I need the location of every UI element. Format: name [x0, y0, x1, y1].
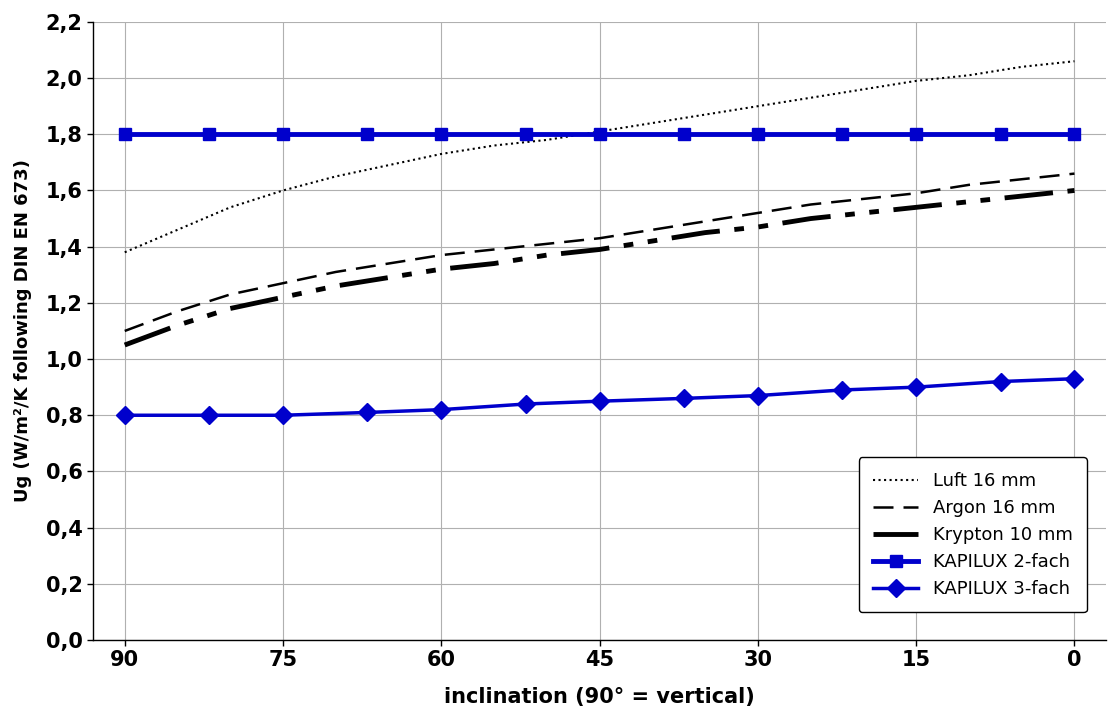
KAPILUX 2-fach [203, 130, 216, 138]
Krypton 10 mm [1067, 186, 1081, 195]
Line: Luft 16 mm: Luft 16 mm [124, 61, 1074, 252]
Luft 16 mm [329, 172, 343, 181]
Krypton 10 mm [909, 203, 923, 212]
Krypton 10 mm [277, 293, 290, 301]
Argon 16 mm [224, 290, 237, 298]
KAPILUX 3-fach [361, 408, 374, 417]
Luft 16 mm [857, 85, 870, 94]
Luft 16 mm [170, 226, 184, 234]
Argon 16 mm [962, 180, 976, 189]
KAPILUX 3-fach [592, 397, 606, 405]
KAPILUX 3-fach [435, 405, 448, 414]
Krypton 10 mm [857, 208, 870, 217]
Argon 16 mm [1015, 175, 1028, 184]
Krypton 10 mm [962, 198, 976, 206]
Argon 16 mm [118, 327, 131, 335]
X-axis label: inclination (90° = vertical): inclination (90° = vertical) [445, 687, 755, 707]
KAPILUX 2-fach [435, 130, 448, 138]
Argon 16 mm [699, 217, 712, 226]
KAPILUX 3-fach [836, 386, 849, 394]
Argon 16 mm [487, 245, 501, 254]
KAPILUX 2-fach [909, 130, 923, 138]
KAPILUX 2-fach [993, 130, 1007, 138]
Argon 16 mm [752, 208, 765, 217]
Y-axis label: Ug (W/m²/K following DIN EN 673): Ug (W/m²/K following DIN EN 673) [13, 159, 31, 503]
Krypton 10 mm [752, 223, 765, 231]
Krypton 10 mm [1015, 192, 1028, 200]
Argon 16 mm [857, 195, 870, 203]
KAPILUX 3-fach [1067, 374, 1081, 383]
Argon 16 mm [645, 226, 659, 234]
Line: KAPILUX 2-fach: KAPILUX 2-fach [119, 128, 1081, 141]
Argon 16 mm [329, 267, 343, 276]
Krypton 10 mm [804, 214, 818, 223]
KAPILUX 2-fach [678, 130, 691, 138]
Luft 16 mm [909, 76, 923, 85]
KAPILUX 3-fach [519, 399, 532, 408]
Luft 16 mm [277, 186, 290, 195]
KAPILUX 3-fach [993, 377, 1007, 386]
Krypton 10 mm [382, 273, 395, 282]
KAPILUX 3-fach [752, 392, 765, 400]
Line: Krypton 10 mm: Krypton 10 mm [124, 190, 1074, 345]
KAPILUX 2-fach [1067, 130, 1081, 138]
Luft 16 mm [487, 141, 501, 150]
Luft 16 mm [962, 71, 976, 79]
Line: Argon 16 mm: Argon 16 mm [124, 174, 1074, 331]
Krypton 10 mm [170, 321, 184, 329]
KAPILUX 3-fach [678, 394, 691, 403]
Krypton 10 mm [224, 304, 237, 313]
KAPILUX 2-fach [361, 130, 374, 138]
Argon 16 mm [909, 189, 923, 198]
Krypton 10 mm [118, 341, 131, 350]
Krypton 10 mm [435, 265, 448, 273]
Luft 16 mm [118, 248, 131, 257]
Luft 16 mm [752, 102, 765, 110]
Argon 16 mm [592, 234, 606, 242]
KAPILUX 3-fach [203, 411, 216, 420]
Argon 16 mm [382, 259, 395, 267]
KAPILUX 2-fach [118, 130, 131, 138]
KAPILUX 3-fach [909, 383, 923, 392]
Krypton 10 mm [699, 229, 712, 237]
Luft 16 mm [1067, 57, 1081, 66]
KAPILUX 2-fach [277, 130, 290, 138]
KAPILUX 2-fach [836, 130, 849, 138]
Legend: Luft 16 mm, Argon 16 mm, Krypton 10 mm, KAPILUX 2-fach, KAPILUX 3-fach: Luft 16 mm, Argon 16 mm, Krypton 10 mm, … [859, 457, 1086, 612]
Argon 16 mm [1067, 169, 1081, 178]
Krypton 10 mm [487, 259, 501, 267]
Argon 16 mm [540, 239, 553, 248]
Luft 16 mm [382, 161, 395, 169]
Line: KAPILUX 3-fach: KAPILUX 3-fach [119, 373, 1081, 422]
Luft 16 mm [540, 136, 553, 144]
KAPILUX 2-fach [519, 130, 532, 138]
Argon 16 mm [277, 279, 290, 288]
Luft 16 mm [435, 150, 448, 159]
Argon 16 mm [804, 200, 818, 209]
Krypton 10 mm [592, 245, 606, 254]
Krypton 10 mm [645, 236, 659, 245]
Argon 16 mm [435, 251, 448, 260]
KAPILUX 2-fach [752, 130, 765, 138]
Luft 16 mm [1015, 63, 1028, 71]
KAPILUX 2-fach [592, 130, 606, 138]
Krypton 10 mm [540, 251, 553, 260]
Argon 16 mm [170, 307, 184, 316]
KAPILUX 3-fach [277, 411, 290, 420]
Luft 16 mm [224, 203, 237, 212]
Luft 16 mm [804, 94, 818, 102]
Krypton 10 mm [329, 282, 343, 291]
KAPILUX 3-fach [118, 411, 131, 420]
Luft 16 mm [592, 127, 606, 136]
Luft 16 mm [699, 110, 712, 119]
Luft 16 mm [645, 119, 659, 128]
